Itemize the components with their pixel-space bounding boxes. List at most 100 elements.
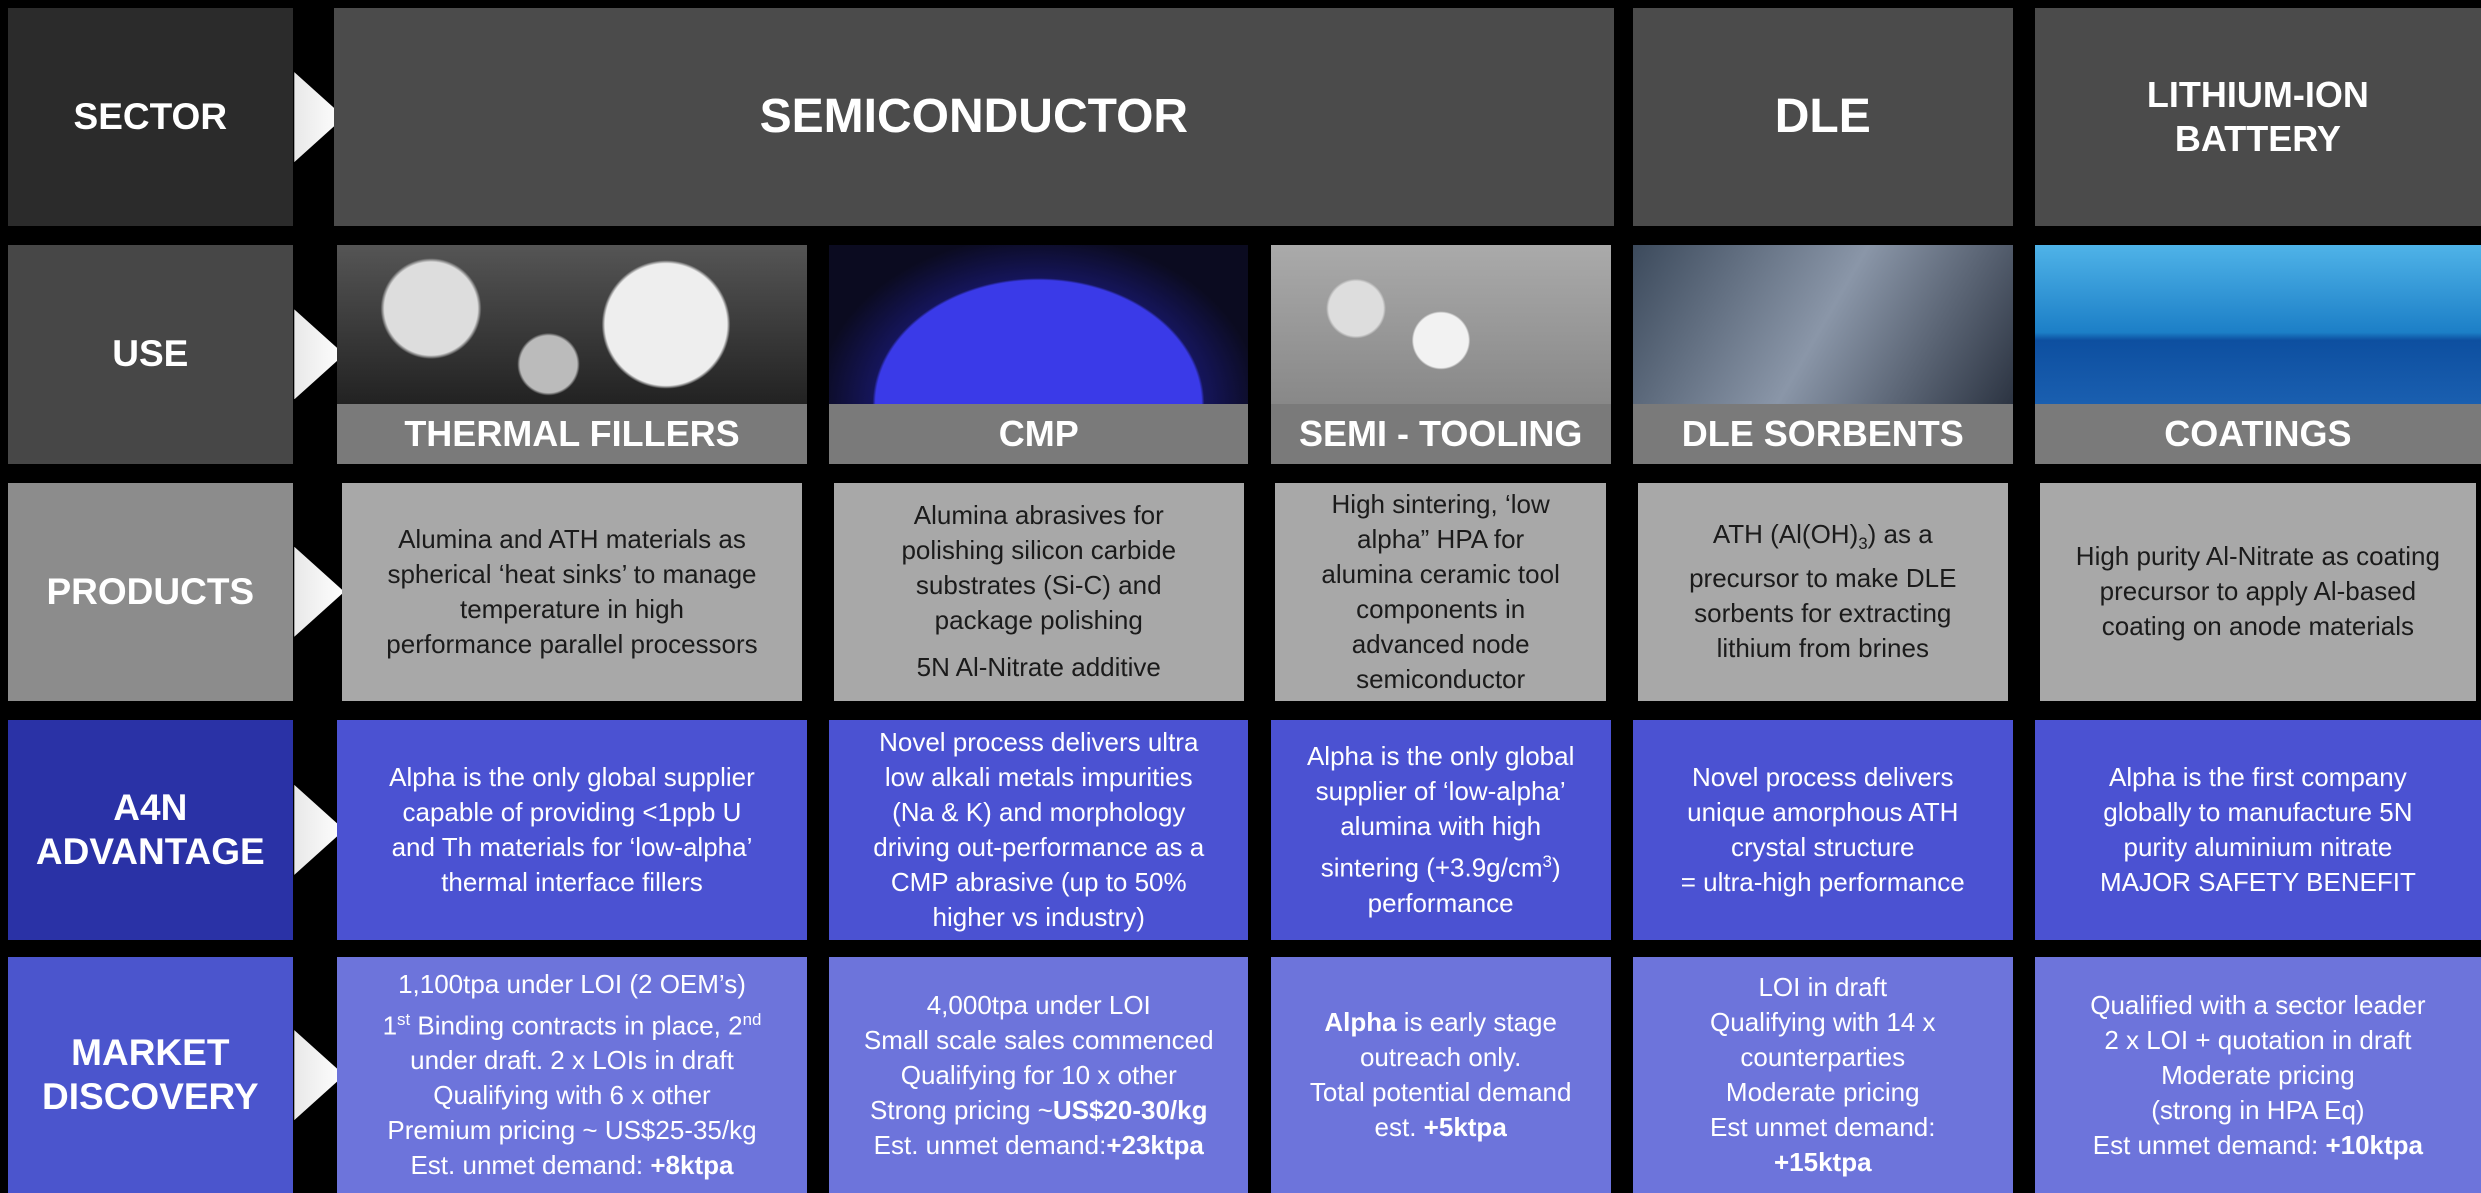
text-line: thermal interface fillers: [441, 866, 703, 897]
text-line: performance parallel processors: [386, 628, 758, 659]
text-line: ADVANTAGE: [35, 830, 265, 872]
products-cell: Alumina abrasives for polishing silicon c…: [833, 482, 1244, 701]
text-line: 2 x LOI + quotation in draft: [2104, 1024, 2412, 1055]
text-line: higher vs industry): [932, 901, 1145, 932]
text-run: Est. unmet demand:: [410, 1150, 651, 1181]
text-run: Binding contracts in place, 2: [410, 1010, 743, 1041]
text-run: +10ktpa: [2325, 1129, 2424, 1160]
advantage-cell: Alpha is the only global supplier capable…: [337, 719, 807, 940]
text-line: Alpha is the only global supplier: [389, 761, 755, 792]
text-line: Est unmet demand: +10ktpa: [2093, 1128, 2423, 1163]
text-run: st: [397, 1009, 411, 1029]
text-line: 4,000tpa under LOI: [926, 989, 1151, 1020]
text-run: 3: [1858, 534, 1868, 554]
text-line: precursor to apply Al-based: [2099, 576, 2417, 607]
text-line: 5N Al-Nitrate additive: [916, 652, 1161, 683]
text-line: Alpha is early stage: [1324, 1005, 1557, 1040]
text-run: Alpha: [1324, 1007, 1397, 1038]
text-line: package polishing: [934, 605, 1143, 636]
text-line: driving out-performance as a: [873, 831, 1205, 862]
text-line: +15ktpa: [1774, 1145, 1872, 1180]
text-line: lithium from brines: [1716, 633, 1929, 664]
text-run: +15ktpa: [1773, 1147, 1872, 1178]
market-cell: Alpha is early stage outreach only. Total …: [1270, 957, 1611, 1193]
text-line: semiconductor: [1356, 663, 1526, 694]
text-line: crystal structure: [1731, 831, 1915, 862]
text-run: ): [1551, 852, 1561, 883]
text-line: precursor to make DLE: [1689, 563, 1957, 594]
use-photo: [829, 245, 1249, 404]
text-line: LOI in draft: [1758, 972, 1888, 1003]
use-label: SEMI - TOOLING: [1270, 403, 1611, 464]
text-line: purity aluminium nitrate: [2123, 831, 2393, 862]
text-line: (strong in HPA Eq): [2151, 1094, 2365, 1125]
sector-header: DLE: [1632, 7, 2013, 227]
text-run: +5ktpa: [1423, 1112, 1507, 1143]
text-run: ) as a: [1867, 519, 1933, 550]
text-run: Est. unmet demand:: [873, 1129, 1107, 1160]
text-run: +23ktpa: [1106, 1129, 1204, 1160]
text-run: est.: [1374, 1112, 1424, 1143]
market-cell: 1,100tpa under LOI (2 OEM’s) 1st Binding …: [337, 957, 807, 1193]
text-line: outreach only.: [1359, 1042, 1522, 1073]
row-label: SECTOR: [7, 7, 293, 227]
text-line: PRODUCTS: [46, 570, 255, 612]
text-line: low alkali metals impurities: [884, 761, 1193, 792]
text-line: DISCOVERY: [42, 1076, 259, 1118]
text-line: under draft. 2 x LOIs in draft: [410, 1045, 734, 1076]
market-cell: 4,000tpa under LOI Small scale sales comm…: [829, 957, 1249, 1193]
text-line: and Th materials for ‘low-alpha’: [391, 831, 753, 862]
text-run: US$20-30/kg: [1052, 1094, 1208, 1125]
text-line: supplier of ‘low-alpha’: [1315, 776, 1566, 807]
text-line: alumina ceramic tool: [1321, 558, 1560, 589]
use-label: CMP: [829, 403, 1249, 464]
products-cell: ATH (Al(OH)3) as a precursor to make DLE s…: [1637, 482, 2008, 701]
use-cell: THERMAL FILLERS: [337, 245, 807, 464]
text-line: Premium pricing ~ US$25-35/kg: [387, 1115, 757, 1146]
text-line: Qualified with a sector leader: [2090, 989, 2426, 1020]
text-line: counterparties: [1740, 1042, 1906, 1073]
row-label: A4N ADVANTAGE: [7, 719, 293, 940]
products-cell: High purity Al-Nitrate as coating precurs…: [2039, 482, 2477, 701]
text-line: spherical ‘heat sinks’ to manage: [387, 558, 757, 589]
text-line: Alumina abrasives for: [913, 500, 1164, 531]
text-line: Est. unmet demand: +8ktpa: [410, 1148, 733, 1183]
text-line: est. +5ktpa: [1375, 1110, 1507, 1145]
use-photo: [1270, 245, 1611, 404]
text-line: Alpha is the first company: [2109, 761, 2407, 792]
use-label: THERMAL FILLERS: [337, 403, 807, 464]
advantage-cell: Novel process delivers unique amorphous A…: [1632, 719, 2013, 940]
text-line: capable of providing <1ppb U: [402, 796, 742, 827]
use-label: COATINGS: [2034, 403, 2481, 464]
text-line: Est. unmet demand:+23ktpa: [874, 1128, 1204, 1163]
text-line: alumina with high: [1340, 811, 1542, 842]
text-line: Qualifying with 14 x: [1710, 1007, 1936, 1038]
text-line: advanced node: [1351, 628, 1530, 659]
text-line: unique amorphous ATH: [1687, 796, 1959, 827]
text-line: Total potential demand: [1309, 1077, 1572, 1108]
text-line: LITHIUM-ION: [2146, 74, 2369, 116]
text-line: Qualifying for 10 x other: [900, 1059, 1177, 1090]
text-line: MAJOR SAFETY BENEFIT: [2099, 866, 2416, 897]
text-line: alpha” HPA for: [1357, 523, 1525, 554]
text-line: Novel process delivers ultra: [879, 726, 1199, 757]
advantage-cell: Novel process delivers ultra low alkali m…: [829, 719, 1249, 940]
text-line: Moderate pricing: [1725, 1077, 1920, 1108]
text-line: MARKET: [71, 1032, 230, 1074]
text-line: Small scale sales commenced: [863, 1024, 1214, 1055]
market-cell: Qualified with a sector leader 2 x LOI + …: [2034, 957, 2481, 1193]
text-run: is early stage: [1396, 1007, 1557, 1038]
text-line: polishing silicon carbide: [901, 535, 1177, 566]
use-photo: [2034, 245, 2481, 404]
products-cell: High sintering, ‘low alpha” HPA for alumin…: [1275, 482, 1606, 701]
text-run: Strong pricing ~: [870, 1094, 1053, 1125]
text-run: 3: [1542, 852, 1552, 872]
market-cell: LOI in draft Qualifying with 14 x counterp…: [1632, 957, 2013, 1193]
text-line: sintering (+3.9g/cm3): [1321, 844, 1561, 886]
row-label: MARKET DISCOVERY: [7, 957, 293, 1193]
text-run: +8ktpa: [650, 1150, 734, 1181]
text-line: = ultra-high performance: [1680, 866, 1965, 897]
sector-header: LITHIUM-ION BATTERY: [2034, 7, 2481, 227]
